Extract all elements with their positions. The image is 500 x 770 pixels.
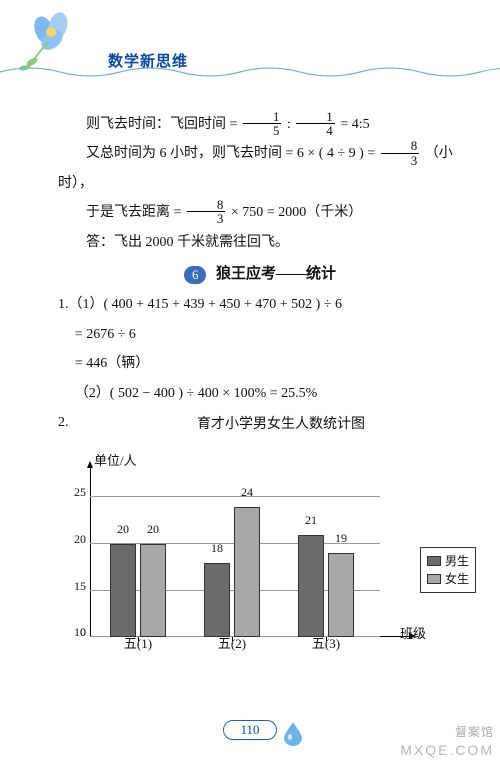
q2-row: 2. 育才小学男女生人数统计图 [58,408,462,439]
y-tick-label: 0 [68,620,86,645]
bar-女生 [328,553,354,637]
bar-value-label: 19 [328,526,354,551]
bar-男生 [298,535,324,638]
fraction-8-3-b: 83 [187,198,226,226]
legend-swatch-male [427,556,441,566]
y-axis-label: 单位/人 [94,447,137,474]
fraction-8-3-a: 83 [381,139,420,167]
fraction-1-4: 14 [296,110,335,138]
section-heading: 6 狼王应考——统计 [58,259,462,291]
x-tick-mark [232,637,233,641]
header-flower-deco [8,8,98,78]
text-line-2: 又总时间为 6 小时，则飞去时间 = 6 × ( 4 ÷ 9 ) = 83 （小… [58,139,462,198]
x-tick-mark [138,637,139,641]
answer-line: 答：飞出 2000 千米就需往回飞。 [58,228,462,257]
bar-value-label: 18 [204,536,230,561]
q1-line-b: = 2676 ÷ 6 [58,320,462,349]
footer-droplet-icon [278,720,308,746]
book-title: 数学新思维 [108,50,188,71]
text-line-3: 于是飞去距离 = 83 × 750 = 2000（千米） [58,198,462,227]
bar-chart: 单位/人 班级 男生 女生 1015202502020五(1)1824五(2)2… [38,451,438,671]
x-tick-mark [326,637,327,641]
y-tick-label: 15 [68,574,86,599]
legend-item-female: 女生 [427,570,469,588]
y-tick-label: 25 [68,480,86,505]
x-tick-label: 五(1) [108,630,168,657]
q1-line-d: （2）( 502 − 400 ) ÷ 400 × 100% = 25.5% [58,379,462,408]
bar-value-label: 20 [110,517,136,542]
bar-value-label: 20 [140,517,166,542]
q2-prefix: 2. [58,408,100,439]
bar-女生 [234,507,260,638]
line1-prefix: 则飞去时间：飞回时间 = [86,117,241,132]
bar-value-label: 24 [234,480,260,505]
x-tick-label: 五(3) [296,630,356,657]
page-number: 110 [223,720,276,740]
text-line-1: 则飞去时间：飞回时间 = 15 : 14 = 4:5 [58,110,462,139]
line1-suffix: = 4:5 [340,117,369,132]
q1-line-c: = 446（辆） [58,349,462,378]
bar-value-label: 21 [298,508,324,533]
bar-男生 [110,544,136,637]
legend-item-male: 男生 [427,552,469,570]
legend-label-male: 男生 [445,552,469,570]
x-tick-label: 五(2) [202,630,262,657]
page-content: 则飞去时间：飞回时间 = 15 : 14 = 4:5 又总时间为 6 小时，则飞… [58,110,462,671]
section-title: 狼王应考——统计 [216,266,336,282]
y-tick-label: 20 [68,527,86,552]
colon: : [287,117,291,132]
section-number-badge: 6 [184,266,207,284]
bar-女生 [140,544,166,637]
watermark-text-1: 督案馆 [455,723,494,740]
x-axis-label: 班级 [400,620,426,647]
page-footer: 110 [0,720,500,740]
watermark-text-2: MXQE.COM [400,742,494,758]
q1-line-a: 1.（1）( 400 + 415 + 439 + 450 + 470 + 502… [58,290,462,319]
legend-swatch-female [427,574,441,584]
line2-prefix: 又总时间为 6 小时，则飞去时间 = 6 × ( 4 ÷ 9 ) = [86,146,379,161]
line3-mid: × 750 = 2000（千米） [231,205,362,220]
bar-男生 [204,563,230,638]
line3-prefix: 于是飞去距离 = [86,205,185,220]
legend: 男生 女生 [420,547,476,593]
fraction-1-5: 15 [243,110,282,138]
chart-title: 育才小学男女生人数统计图 [100,410,462,439]
legend-label-female: 女生 [445,570,469,588]
